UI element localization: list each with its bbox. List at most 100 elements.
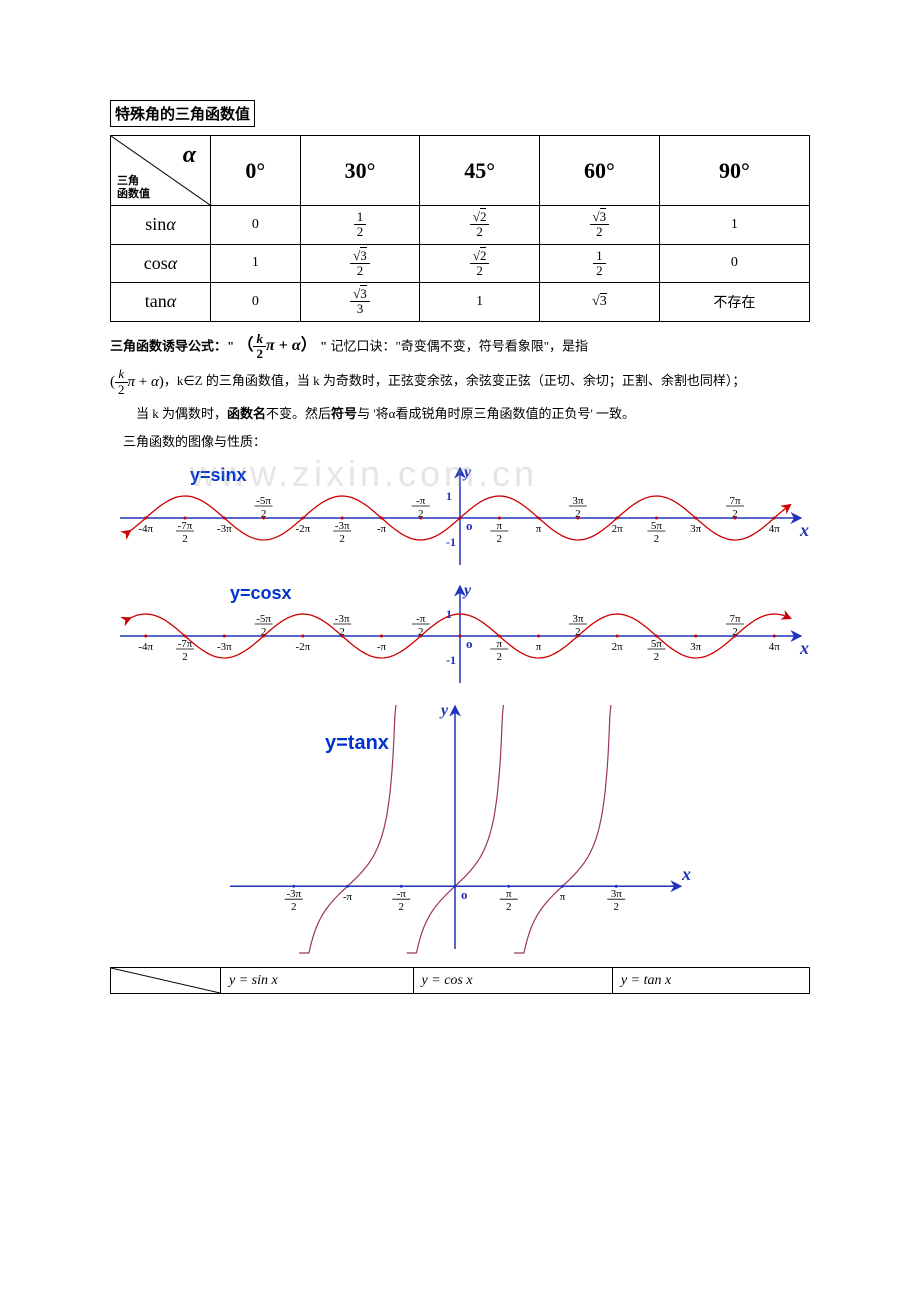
trig-value: √32: [540, 206, 660, 245]
svg-text:2: 2: [339, 533, 345, 545]
svg-text:-1: -1: [446, 535, 456, 549]
svg-text:-π: -π: [343, 891, 353, 903]
properties-table: y = sin x y = cos x y = tan x: [110, 967, 810, 994]
trig-value: 1: [211, 244, 301, 283]
charts-container: www.zixin.com.cn -5π2-π23π27π2-4π-7π2-3π…: [110, 463, 810, 959]
trig-value: √22: [420, 206, 540, 245]
svg-text:x: x: [681, 864, 691, 884]
table-row: sinα012√22√321: [111, 206, 810, 245]
svg-text:2: 2: [261, 508, 267, 520]
para-3: 当 k 为偶数时，函数名不变。然后符号与 '将α看成锐角时原三角函数值的正负号'…: [110, 403, 810, 425]
svg-text:3π: 3π: [690, 523, 702, 535]
alpha-symbol: α: [183, 142, 196, 169]
svg-text:x: x: [799, 520, 809, 540]
svg-text:y=tanx: y=tanx: [325, 732, 389, 754]
angle-0: 0°: [211, 136, 301, 206]
trig-value: 0: [211, 206, 301, 245]
svg-text:-π: -π: [377, 641, 387, 653]
svg-text:1: 1: [446, 489, 452, 503]
svg-text:y=cosx: y=cosx: [230, 583, 292, 603]
svg-text:π: π: [536, 641, 542, 653]
svg-text:5π: 5π: [651, 520, 663, 532]
svg-text:3π: 3π: [572, 495, 584, 507]
svg-text:2: 2: [575, 626, 581, 638]
svg-text:-2π: -2π: [295, 641, 310, 653]
sin-chart: -5π2-π23π27π2-4π-7π2-3π-2π-3π2-ππ2π2π5π2…: [110, 463, 810, 573]
svg-text:5π: 5π: [651, 638, 663, 650]
svg-text:y: y: [439, 702, 449, 719]
corner-bottom-label: 三角函数值: [117, 175, 150, 201]
svg-text:2: 2: [399, 901, 405, 913]
svg-text:3π: 3π: [690, 641, 702, 653]
table-row: tanα0√331√3不存在: [111, 283, 810, 322]
svg-text:-7π: -7π: [178, 638, 193, 650]
svg-text:y: y: [462, 582, 472, 599]
svg-text:y=sinx: y=sinx: [190, 465, 247, 485]
trig-value: 1: [420, 283, 540, 322]
table-row: cosα1√32√22120: [111, 244, 810, 283]
trig-value: √22: [420, 244, 540, 283]
svg-text:2: 2: [506, 901, 512, 913]
angle-45: 45°: [420, 136, 540, 206]
tan-chart: -3π2-π-π2π2π3π2oyxy=tanx: [210, 699, 700, 959]
svg-text:4π: 4π: [769, 641, 781, 653]
svg-text:2: 2: [497, 533, 503, 545]
svg-text:2: 2: [497, 651, 503, 663]
svg-text:-4π: -4π: [138, 641, 153, 653]
svg-text:2π: 2π: [612, 641, 624, 653]
cos-chart: -5π2-3π2-π23π27π2-4π-7π2-3π-2π-ππ2π2π5π2…: [110, 581, 810, 691]
svg-text:7π: 7π: [729, 613, 741, 625]
svg-text:2π: 2π: [612, 523, 624, 535]
svg-text:3π: 3π: [611, 888, 623, 900]
para-2: (k2π + α)，k∈Z 的三角函数值，当 k 为奇数时，正弦变余弦，余弦变正…: [110, 367, 810, 397]
svg-text:-3π: -3π: [286, 888, 301, 900]
bottom-corner: [111, 968, 221, 994]
trig-value: √3: [540, 283, 660, 322]
svg-text:2: 2: [418, 508, 424, 520]
svg-text:-3π: -3π: [335, 613, 350, 625]
svg-text:y: y: [462, 464, 472, 481]
svg-text:2: 2: [654, 533, 660, 545]
svg-text:π: π: [497, 520, 503, 532]
svg-text:x: x: [799, 638, 809, 658]
svg-text:2: 2: [291, 901, 297, 913]
svg-text:3π: 3π: [572, 613, 584, 625]
fn-label: tanα: [111, 283, 211, 322]
trig-value: 1: [659, 206, 809, 245]
svg-text:4π: 4π: [769, 523, 781, 535]
bottom-col-sin: y = sin x: [221, 968, 414, 994]
fn-label: sinα: [111, 206, 211, 245]
section-title: 特殊角的三角函数值: [110, 100, 255, 127]
svg-text:π: π: [497, 638, 503, 650]
svg-text:2: 2: [575, 508, 581, 520]
bottom-col-tan: y = tan x: [612, 968, 809, 994]
fn-label: cosα: [111, 244, 211, 283]
svg-text:-4π: -4π: [138, 523, 153, 535]
svg-text:-5π: -5π: [256, 495, 271, 507]
trig-value: 12: [540, 244, 660, 283]
svg-text:1: 1: [446, 607, 452, 621]
para-4: 三角函数的图像与性质：: [110, 431, 810, 453]
bottom-col-cos: y = cos x: [413, 968, 612, 994]
trig-value: √32: [300, 244, 420, 283]
trig-value: √33: [300, 283, 420, 322]
svg-text:2: 2: [654, 651, 660, 663]
svg-text:2: 2: [182, 651, 188, 663]
svg-text:2: 2: [339, 626, 345, 638]
svg-text:-3π: -3π: [217, 641, 232, 653]
angle-90: 90°: [659, 136, 809, 206]
trig-value: 不存在: [659, 283, 809, 322]
svg-text:2: 2: [732, 626, 738, 638]
svg-text:-2π: -2π: [295, 523, 310, 535]
svg-text:π: π: [536, 523, 542, 535]
svg-text:-3π: -3π: [217, 523, 232, 535]
svg-text:π: π: [560, 891, 566, 903]
trig-value: 12: [300, 206, 420, 245]
svg-text:-π: -π: [416, 495, 426, 507]
svg-text:2: 2: [182, 533, 188, 545]
svg-text:-3π: -3π: [335, 520, 350, 532]
svg-text:-1: -1: [446, 653, 456, 667]
svg-text:o: o: [466, 518, 473, 533]
svg-text:π: π: [506, 888, 512, 900]
trig-value: 0: [659, 244, 809, 283]
